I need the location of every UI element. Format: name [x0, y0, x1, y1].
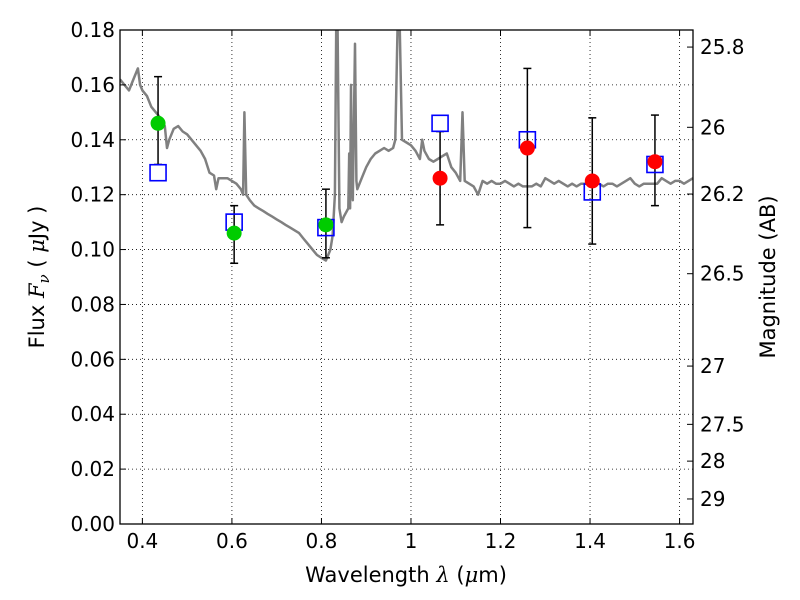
x-tick-label: 0.8	[306, 529, 338, 553]
y-tick-label: 0.16	[70, 73, 115, 97]
observed-point	[584, 173, 600, 189]
x-tick-label: 1	[405, 529, 418, 553]
data-layer	[120, 30, 693, 265]
x-tick-label: 1.4	[574, 529, 606, 553]
observed-point	[318, 217, 334, 233]
mag-tick-label: 27.5	[700, 412, 745, 436]
y-tick-label: 0.12	[70, 183, 115, 207]
mag-tick-label: 25.8	[700, 35, 745, 59]
x-tick-label: 0.4	[126, 529, 158, 553]
mag-tick-label: 29	[700, 487, 725, 511]
plot-frame	[119, 29, 694, 525]
x-tick-label: 1.6	[664, 529, 696, 553]
x-tick-label: 1.2	[485, 529, 517, 553]
observed-point	[432, 170, 448, 186]
x-axis-label: Wavelength λ (μm)	[305, 563, 507, 587]
y-tick-label: 0.00	[70, 512, 115, 536]
y2-axis-label: Magnitude (AB)	[756, 195, 780, 358]
observed-point	[647, 154, 663, 170]
mag-tick-label: 26.2	[700, 182, 745, 206]
plot-background	[120, 30, 693, 524]
observed-point	[150, 115, 166, 131]
observed-point	[519, 140, 535, 156]
model-square	[149, 163, 167, 182]
y-tick-label: 0.06	[70, 347, 115, 371]
spectrum-line	[120, 30, 693, 262]
observed-point	[226, 225, 242, 241]
mag-tick-label: 27	[700, 354, 725, 378]
mag-tick-label: 26	[700, 115, 725, 139]
ticks: 0.4 0.6 0.8 1 1.2 1.4 1.6 0.00 0.02 0.04 0.06 0.08 0…	[70, 18, 744, 553]
y-axis-label: Flux Fν ( μJy )	[25, 206, 53, 349]
x-tick-label: 0.6	[216, 529, 248, 553]
mag-tick-label: 28	[700, 449, 725, 473]
y-tick-label: 0.10	[70, 238, 115, 262]
mag-tick-label: 26.5	[700, 262, 745, 286]
y-tick-label: 0.18	[70, 18, 115, 42]
y-tick-label: 0.14	[70, 128, 115, 152]
model-square	[431, 114, 449, 133]
y-tick-label: 0.08	[70, 292, 115, 316]
y-tick-label: 0.04	[70, 402, 115, 426]
y-tick-label: 0.02	[70, 457, 115, 481]
